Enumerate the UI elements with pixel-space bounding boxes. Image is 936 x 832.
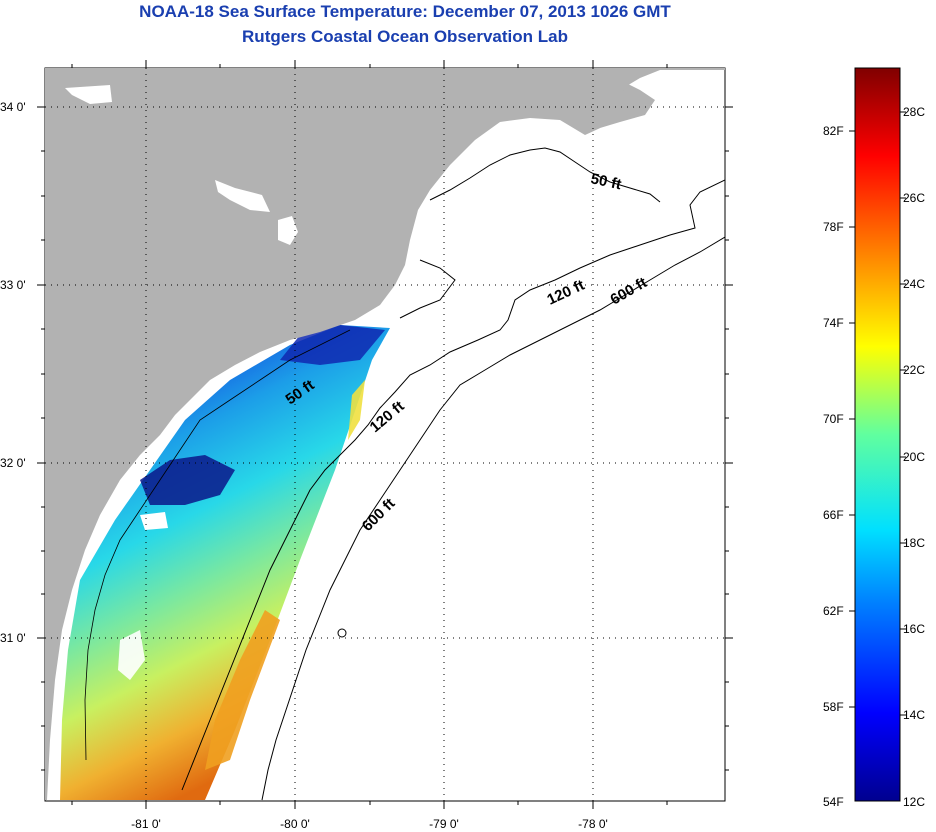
colorbar-c-label: 14C xyxy=(903,708,925,722)
contour-600ft xyxy=(261,236,725,801)
land-cape xyxy=(585,68,725,135)
colorbar-f-label: 54F xyxy=(823,795,844,809)
colorbar-f-label: 58F xyxy=(823,700,844,714)
colorbar-f-label: 62F xyxy=(823,604,844,618)
lon-label: -79 0' xyxy=(429,817,459,831)
contour-120ft xyxy=(181,179,725,791)
colorbar-c-label: 28C xyxy=(903,105,925,119)
colorbar-f-label: 78F xyxy=(823,220,844,234)
colorbar-c-label: 24C xyxy=(903,277,925,291)
colorbar-c-label: 16C xyxy=(903,622,925,636)
lake xyxy=(65,85,112,104)
colorbar-f-label: 66F xyxy=(823,508,844,522)
contour-50ft xyxy=(399,147,661,319)
map-title: NOAA-18 Sea Surface Temperature: Decembe… xyxy=(139,2,671,21)
warm-water-patch xyxy=(348,380,365,440)
lake xyxy=(215,180,270,212)
lon-label: -78 0' xyxy=(578,817,608,831)
lon-label: -80 0' xyxy=(280,817,310,831)
land xyxy=(45,68,655,800)
colorbar-c-label: 22C xyxy=(903,363,925,377)
lat-label: 34 0' xyxy=(0,100,26,114)
colorbar xyxy=(854,67,901,802)
colorbar-f-label: 74F xyxy=(823,316,844,330)
warm-water-patch-south xyxy=(205,610,280,770)
lat-label: 32 0' xyxy=(0,456,26,470)
lon-label: -81 0' xyxy=(131,817,161,831)
sst-swath xyxy=(60,325,390,800)
colorbar-c-label: 20C xyxy=(903,450,925,464)
colorbar-f-label: 70F xyxy=(823,412,844,426)
lat-lon-grid xyxy=(45,68,725,801)
lat-label: 33 0' xyxy=(0,278,26,292)
axis-ticks xyxy=(37,60,733,809)
coastline-detail xyxy=(84,329,351,761)
lake xyxy=(140,512,168,530)
colorbar-ticks xyxy=(849,111,906,716)
contour-label-50ft: 50 ft xyxy=(589,170,623,193)
lat-label: 31 0' xyxy=(0,631,26,645)
map-subtitle: Rutgers Coastal Ocean Observation Lab xyxy=(242,27,568,46)
colorbar-f-label: 82F xyxy=(823,124,844,138)
colorbar-c-label: 26C xyxy=(903,191,925,205)
lake xyxy=(118,630,145,680)
lake xyxy=(278,216,298,245)
colorbar-c-label: 12C xyxy=(903,795,925,809)
cold-water-patch xyxy=(140,455,235,505)
colorbar-c-label: 18C xyxy=(903,536,925,550)
seamount-contour xyxy=(337,628,347,638)
